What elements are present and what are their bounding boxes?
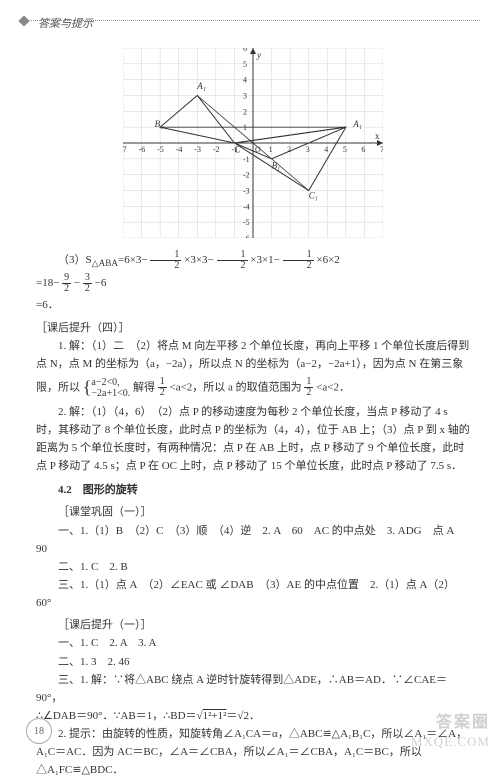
svg-text:A₁: A₁ — [196, 81, 206, 91]
svg-text:3: 3 — [306, 145, 310, 154]
page-content: xy-7-6-5-4-3-2-1O1234567-6-5-4-3-2-11234… — [36, 48, 470, 780]
svg-text:6: 6 — [243, 48, 247, 53]
svg-text:6: 6 — [361, 145, 365, 154]
title-4-2: 4.2 图形的旋转 — [36, 481, 470, 499]
s3-line3b: ∴∠DAB＝90°．∵AB＝1，∴BD＝√1²+1²＝√2． — [36, 707, 470, 725]
watermark-brand: 答案圈 — [436, 708, 490, 732]
page-header: 答案与提示 — [38, 15, 93, 31]
problem-1-cases: 限，所以 {a−2<0,−2a+1<0. 解得 12 <a<2，所以 a 的取值… — [36, 373, 470, 403]
eq-line-1: （3）S△ABA=6×3− 12 ×3×3− 12 ×3×1− 12 ×6×2 — [36, 250, 470, 271]
svg-text:y: y — [256, 50, 261, 60]
s3-line4: 2. 提示：由旋转的性质，知旋转角∠A₁CA＝α，△ABC≌△A₁B₁C，所以∠… — [36, 725, 470, 779]
coordinate-graph: xy-7-6-5-4-3-2-1O1234567-6-5-4-3-2-11234… — [123, 48, 383, 244]
eq-line-2: =18− 92 − 32 −6 — [36, 273, 470, 294]
s3-line3a: 三、1. 解：∵将△ABC 绕点 A 逆时针旋转得到△ADE，∴AB＝AD．∵∠… — [36, 671, 470, 707]
problem-1: 1. 解：（1）二 （2）将点 M 向左平移 2 个单位长度，再向上平移 1 个… — [36, 337, 470, 373]
svg-text:x: x — [375, 131, 380, 141]
problem-2: 2. 解：（1）（4，6） （2）点 P 的移动速度为每秒 2 个单位长度，当点… — [36, 403, 470, 476]
svg-text:5: 5 — [343, 145, 347, 154]
svg-text:-3: -3 — [243, 187, 250, 196]
svg-text:-6: -6 — [243, 234, 250, 238]
page-number-badge: 18 — [26, 718, 52, 744]
svg-text:3: 3 — [243, 92, 247, 101]
s2-line3: 三、1.（1）点 A （2）∠EAC 或 ∠DAB （3）AE 的中点位置 2.… — [36, 576, 470, 612]
svg-text:B₁: B₁ — [272, 160, 281, 170]
s3-line1: 一、1. C 2. A 3. A — [36, 634, 470, 652]
svg-text:7: 7 — [380, 145, 383, 154]
svg-text:-7: -7 — [123, 145, 127, 154]
graph-svg: xy-7-6-5-4-3-2-1O1234567-6-5-4-3-2-11234… — [123, 48, 383, 238]
section-after-1: ［课后提升（一）］ — [36, 616, 470, 634]
svg-text:-2: -2 — [213, 145, 220, 154]
s2-line2: 二、1. C 2. B — [36, 558, 470, 576]
svg-text:A₁: A₁ — [352, 119, 362, 129]
svg-text:C₁: C₁ — [309, 190, 318, 200]
svg-text:B₁: B₁ — [155, 119, 164, 129]
eq-line-3: =6． — [36, 296, 470, 314]
svg-text:4: 4 — [243, 76, 247, 85]
s2-line1: 一、1.（1）B （2）C （3）顺 （4）逆 2. A 60 AC 的中点处 … — [36, 522, 470, 558]
svg-text:-5: -5 — [157, 145, 164, 154]
s3-line2: 二、1. 3 2. 46 — [36, 653, 470, 671]
svg-text:1: 1 — [243, 123, 247, 132]
svg-text:2: 2 — [243, 107, 247, 116]
svg-text:-4: -4 — [176, 145, 183, 154]
section-classroom-1: ［课堂巩固（一）］ — [36, 503, 470, 521]
watermark-url: MXQE.COM — [411, 734, 490, 750]
svg-text:1: 1 — [269, 145, 273, 154]
svg-text:-4: -4 — [243, 202, 250, 211]
svg-text:-1: -1 — [243, 155, 250, 164]
svg-text:-3: -3 — [194, 145, 201, 154]
svg-text:-5: -5 — [243, 218, 250, 227]
section-after-4: ［课后提升（四）］ — [36, 319, 470, 337]
svg-text:2: 2 — [287, 145, 291, 154]
svg-text:-2: -2 — [243, 171, 250, 180]
svg-text:-6: -6 — [139, 145, 146, 154]
svg-text:4: 4 — [324, 145, 328, 154]
svg-text:5: 5 — [243, 60, 247, 69]
